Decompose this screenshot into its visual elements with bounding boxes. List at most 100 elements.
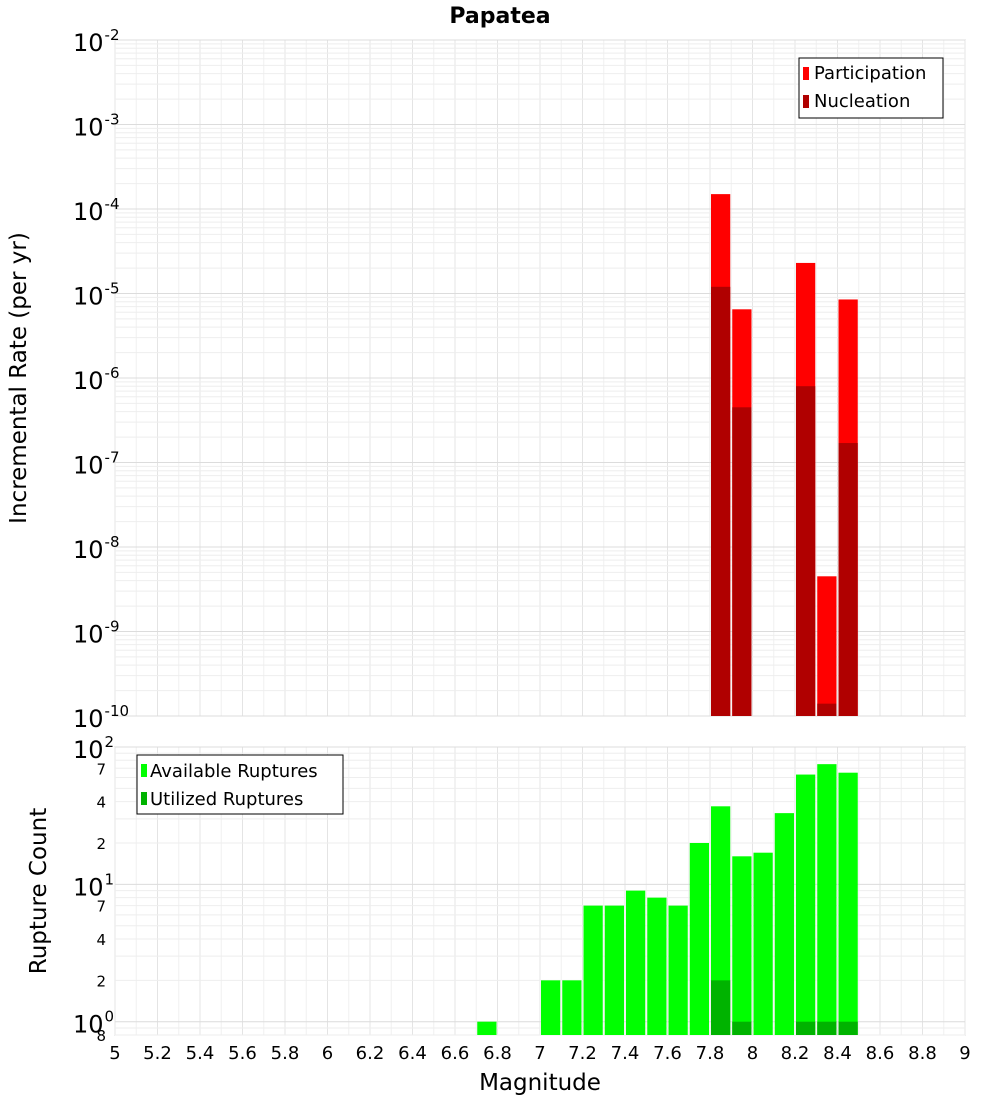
top-y-tick-label: 10-10 <box>73 702 129 733</box>
top-panel: Papatea 10-210-310-410-510-610-710-810-9… <box>6 4 966 733</box>
bar-available-ruptures-7_75 <box>689 843 709 1035</box>
bottom-y-tick-label: 102 <box>73 733 114 764</box>
tick-base: 10 <box>73 736 104 764</box>
tick-base: 10 <box>73 452 104 480</box>
tick-exponent: -9 <box>105 618 120 636</box>
x-tick-label: 9 <box>959 1043 970 1064</box>
bar-available-ruptures-6_75 <box>477 1021 497 1035</box>
tick-exponent: -6 <box>105 364 120 382</box>
bar-available-ruptures-8_25 <box>796 774 816 1035</box>
bar-utilized-ruptures-7_95 <box>732 1021 752 1035</box>
x-tick-label: 8.6 <box>866 1043 895 1064</box>
x-tick-label: 7.4 <box>611 1043 640 1064</box>
bottom-y-minor-tick-label: 2 <box>96 972 106 990</box>
x-axis-title: Magnitude <box>479 1070 601 1096</box>
bar-available-ruptures-7_85 <box>711 806 731 1035</box>
bar-available-ruptures-7_95 <box>732 856 752 1035</box>
legend-swatch-nucleation <box>803 95 809 108</box>
bottom-y-axis-title: Rupture Count <box>26 808 52 974</box>
bottom-y-minor-tick-label: 2 <box>96 835 106 853</box>
top-y-tick-label: 10-6 <box>73 364 120 395</box>
top-y-tick-label: 10-4 <box>73 195 120 226</box>
x-tick-label: 7.6 <box>653 1043 682 1064</box>
bottom-y-minor-tick-label: 7 <box>96 760 106 778</box>
tick-base: 10 <box>73 198 104 226</box>
legend-swatch-utilized <box>141 792 147 805</box>
legend-label-participation: Participation <box>814 63 926 84</box>
bar-available-ruptures-8_15 <box>774 813 794 1035</box>
bar-available-ruptures-7_45 <box>626 890 646 1035</box>
bar-available-ruptures-7_05 <box>541 980 561 1035</box>
x-tick-label: 7 <box>534 1043 545 1064</box>
bar-available-ruptures-7_25 <box>583 905 603 1035</box>
tick-exponent: -3 <box>105 111 120 129</box>
tick-exponent: -4 <box>105 195 120 213</box>
tick-exponent: 1 <box>105 870 115 888</box>
tick-exponent: 0 <box>105 1008 115 1026</box>
x-tick-label: 6.6 <box>441 1043 470 1064</box>
bar-nucleation-8_45 <box>838 443 858 716</box>
bar-nucleation-8_35 <box>817 703 837 716</box>
legend-label-utilized: Utilized Ruptures <box>150 789 303 810</box>
tick-exponent: -5 <box>105 280 120 298</box>
bottom-y-minor-tick-label: 7 <box>96 898 106 916</box>
bar-available-ruptures-7_65 <box>668 905 688 1035</box>
bottom-bars <box>477 764 858 1035</box>
top-y-tick-label: 10-2 <box>73 26 120 57</box>
tick-base: 10 <box>73 621 104 649</box>
x-tick-label: 5.4 <box>186 1043 215 1064</box>
x-tick-label: 8 <box>747 1043 758 1064</box>
x-tick-label: 5.8 <box>271 1043 300 1064</box>
top-y-tick-label: 10-3 <box>73 111 120 142</box>
bar-utilized-ruptures-8_25 <box>796 1021 816 1035</box>
x-ticks: 5 5.2 5.4 5.6 5.8 6 6.2 6.4 6.6 6.8 7 7.2 7.4 7.6 7.8 8… <box>109 1043 970 1064</box>
x-tick-label: 5.6 <box>228 1043 257 1064</box>
x-tick-label: 6.8 <box>483 1043 512 1064</box>
top-y-ticks: 10-210-310-410-510-610-710-810-910-10 <box>73 26 129 733</box>
x-tick-label: 6.4 <box>398 1043 427 1064</box>
bar-available-ruptures-7_15 <box>562 980 582 1035</box>
legend-label-available: Available Ruptures <box>150 761 318 782</box>
bar-nucleation-7_85 <box>711 286 731 716</box>
chart-title: Papatea <box>449 4 550 29</box>
legend-swatch-participation <box>803 67 809 80</box>
top-legend: Participation Nucleation <box>798 57 944 119</box>
bar-nucleation-7_95 <box>732 407 752 716</box>
top-y-axis-title: Incremental Rate (per yr) <box>6 232 32 524</box>
x-tick-label: 6.2 <box>356 1043 385 1064</box>
top-bars <box>711 194 858 716</box>
tick-exponent: -2 <box>105 26 120 44</box>
bottom-y-tick-label: 101 <box>73 870 114 901</box>
x-tick-label: 7.2 <box>568 1043 597 1064</box>
bottom-y-tick-label: 100 <box>73 1008 114 1039</box>
bar-utilized-ruptures-8_35 <box>817 1021 837 1035</box>
tick-base: 10 <box>73 873 104 901</box>
bottom-legend-box <box>136 754 344 815</box>
tick-base: 10 <box>73 114 104 142</box>
legend-label-nucleation: Nucleation <box>814 91 910 112</box>
top-y-tick-label: 10-7 <box>73 449 120 480</box>
bottom-y-minor-tick-label: 4 <box>96 931 106 949</box>
tick-base: 10 <box>73 283 104 311</box>
tick-base: 10 <box>73 705 104 733</box>
top-grid <box>114 39 966 717</box>
bar-participation-8_35 <box>817 576 837 716</box>
bar-available-ruptures-7_55 <box>647 897 667 1035</box>
top-legend-box <box>798 57 944 119</box>
bottom-y-minor-tick-label: 8 <box>96 1027 106 1045</box>
legend-swatch-available <box>141 764 147 777</box>
bottom-grid <box>114 746 966 1036</box>
tick-base: 10 <box>73 536 104 564</box>
x-tick-label: 5.2 <box>143 1043 172 1064</box>
x-tick-label: 8.8 <box>908 1043 937 1064</box>
top-y-tick-label: 10-5 <box>73 280 120 311</box>
top-y-tick-label: 10-8 <box>73 533 120 564</box>
x-tick-label: 5 <box>109 1043 120 1064</box>
tick-exponent: -7 <box>105 449 120 467</box>
bar-utilized-ruptures-8_45 <box>838 1021 858 1035</box>
x-tick-label: 7.8 <box>696 1043 725 1064</box>
tick-exponent: -8 <box>105 533 120 551</box>
